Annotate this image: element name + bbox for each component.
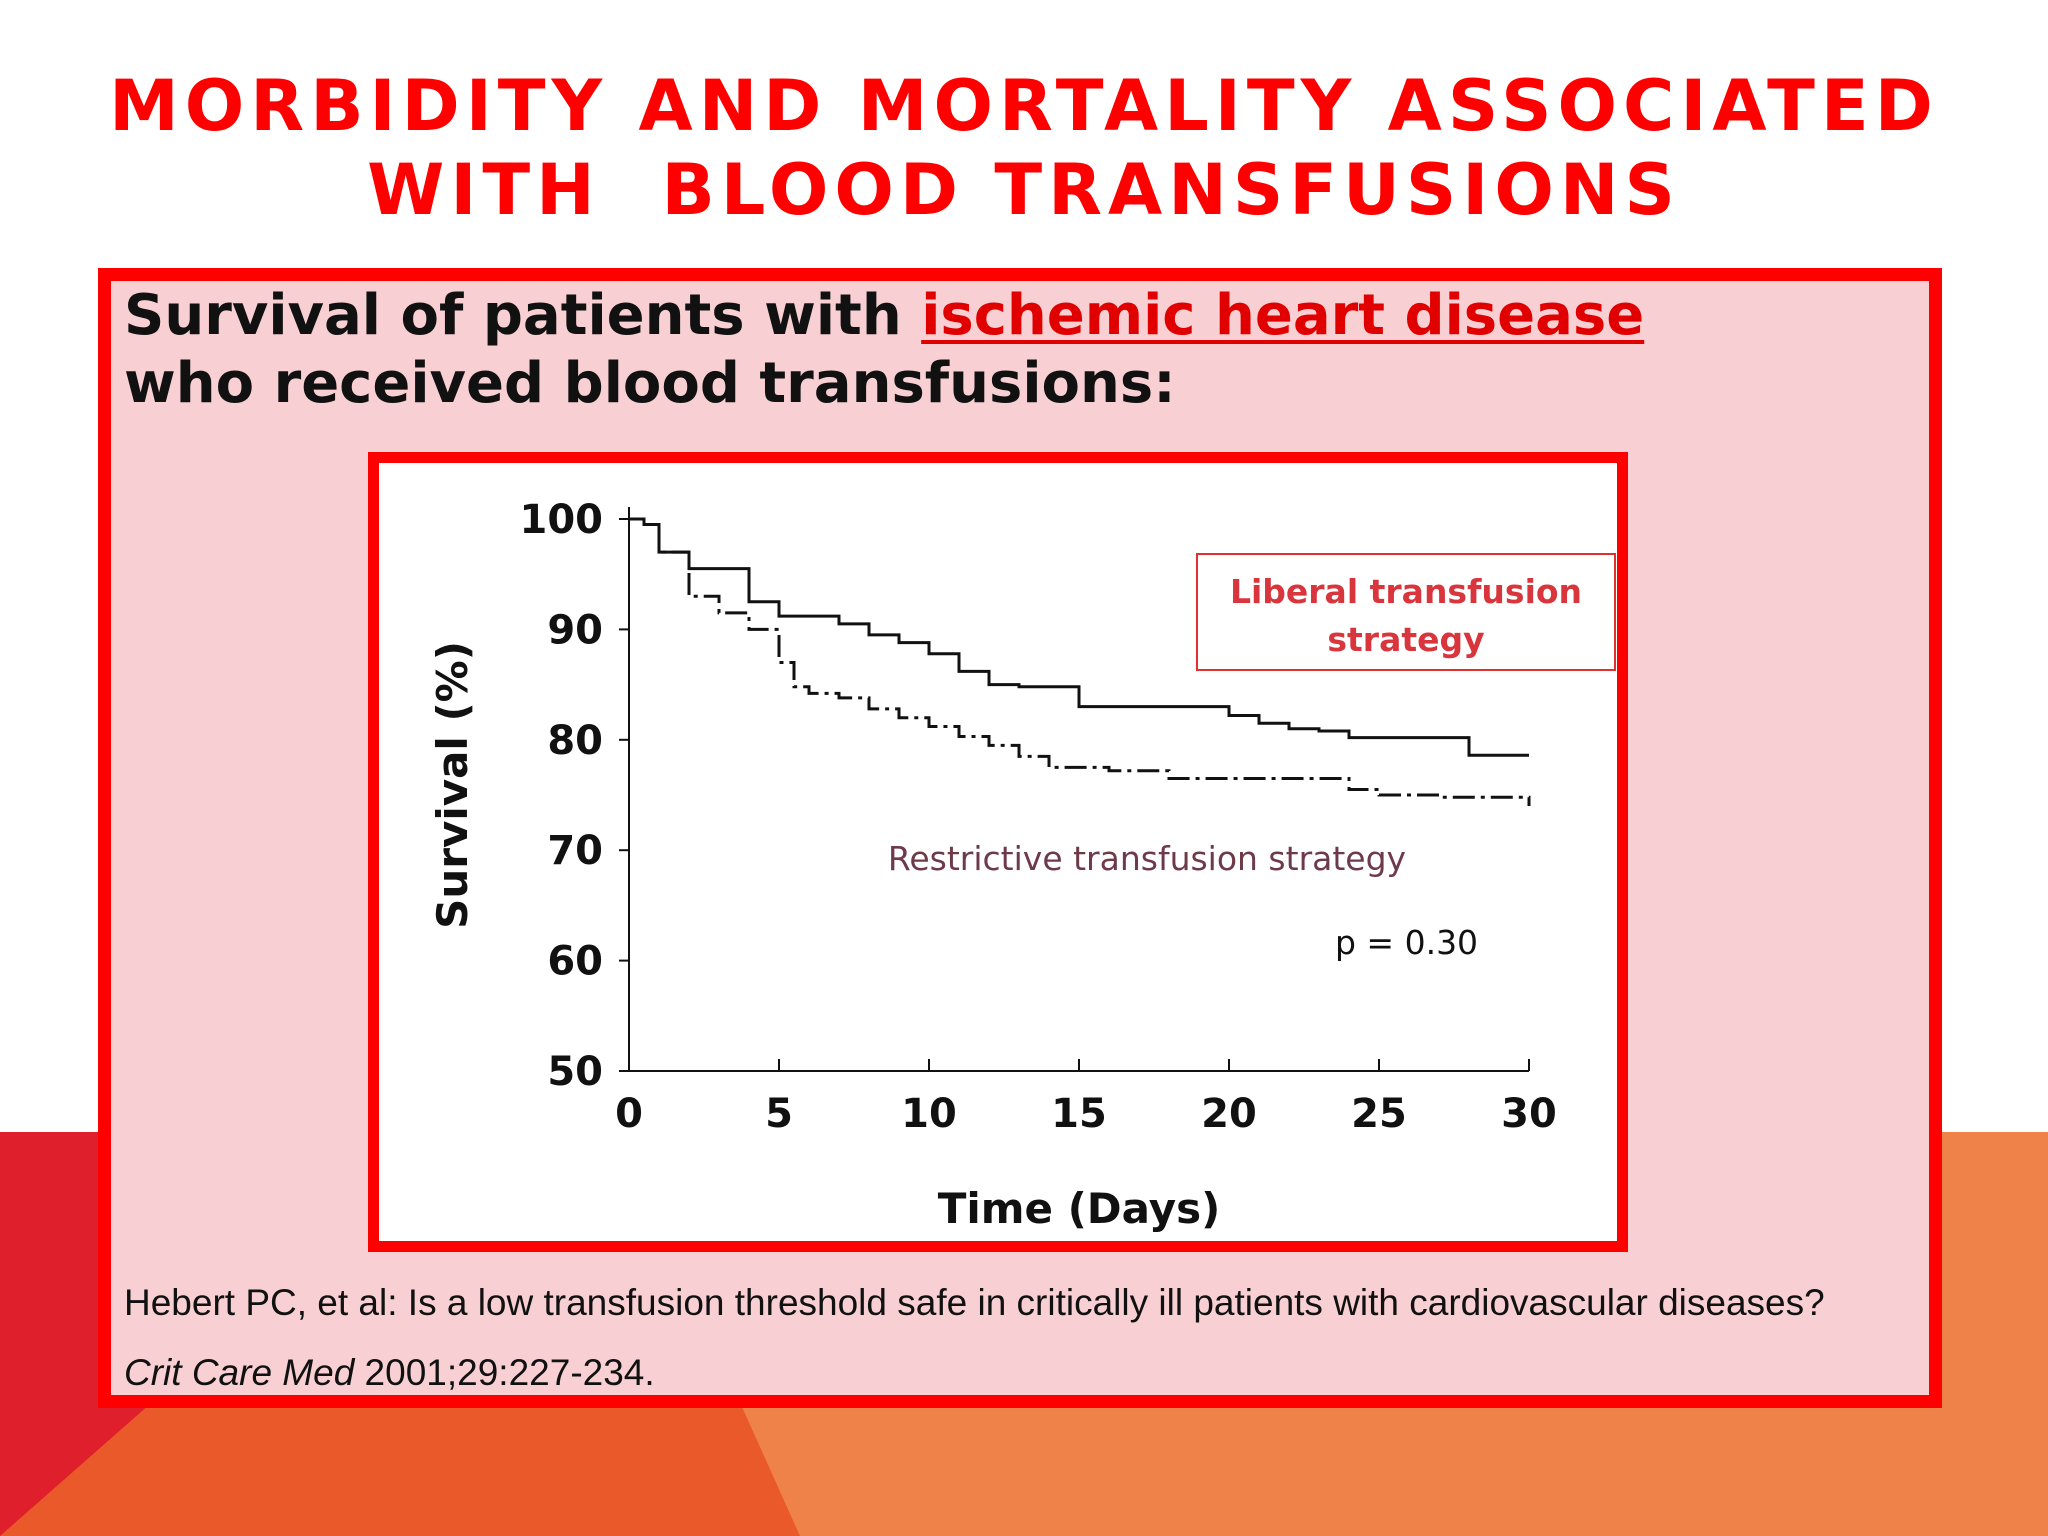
slide-title: MORBIDITY AND MORTALITY ASSOCIATED WITH …	[0, 64, 2048, 232]
x-tick-label: 10	[901, 1091, 957, 1137]
y-tick-label: 60	[547, 939, 603, 985]
y-tick-label: 80	[547, 718, 603, 764]
y-axis-title: Survival (%)	[428, 641, 477, 929]
y-tick-label: 70	[547, 828, 603, 874]
x-tick-label: 20	[1201, 1091, 1257, 1137]
reference-citation: 2001;29:227-234.	[354, 1352, 655, 1393]
curve-liberal	[629, 517, 1529, 757]
subtitle-highlight: ischemic heart disease	[921, 283, 1645, 348]
reference: Hebert PC, et al: Is a low transfusion t…	[124, 1268, 1904, 1408]
reference-journal: Crit Care Med	[124, 1352, 355, 1393]
p-value-annotation: p = 0.30	[1335, 923, 1478, 962]
survival-chart: 50 60 70 80 90 100 0 5 10 15 20 25 30 Time (Days) Su…	[428, 497, 1616, 1233]
legend-label-liberal-line-2: strategy	[1327, 620, 1484, 659]
reference-line-2: Crit Care Med 2001;29:227-234.	[124, 1338, 1904, 1408]
title-line-2: WITH BLOOD TRANSFUSIONS	[367, 149, 1681, 231]
chart-frame: 50 60 70 80 90 100 0 5 10 15 20 25 30 Time (Days) Su…	[368, 452, 1628, 1252]
title-line-1: MORBIDITY AND MORTALITY ASSOCIATED	[109, 65, 1939, 147]
legend-box-liberal	[1196, 553, 1616, 671]
y-tick-label: 100	[520, 497, 604, 543]
chart-curves	[629, 517, 1531, 807]
subtitle-prefix: Survival of patients with	[124, 283, 922, 348]
legend-label-restrictive: Restrictive transfusion strategy	[888, 839, 1406, 878]
subtitle-line-2: who received blood transfusions:	[124, 351, 1176, 416]
x-tick-label: 5	[765, 1091, 793, 1137]
x-tick-label: 15	[1051, 1091, 1107, 1137]
x-axis-title: Time (Days)	[938, 1184, 1221, 1233]
legend-label-liberal-line-1: Liberal transfusion	[1230, 572, 1582, 611]
y-tick-label: 50	[547, 1049, 603, 1095]
x-tick-label: 0	[615, 1091, 643, 1137]
reference-line-1: Hebert PC, et al: Is a low transfusion t…	[124, 1282, 1825, 1323]
x-tick-label: 30	[1501, 1091, 1557, 1137]
chart-ticks: 50 60 70 80 90 100 0 5 10 15 20 25 30	[520, 497, 1557, 1137]
y-tick-label: 90	[547, 607, 603, 653]
x-tick-label: 25	[1351, 1091, 1407, 1137]
curve-restrictive	[629, 517, 1531, 807]
subtitle: Survival of patients with ischemic heart…	[124, 282, 1904, 418]
